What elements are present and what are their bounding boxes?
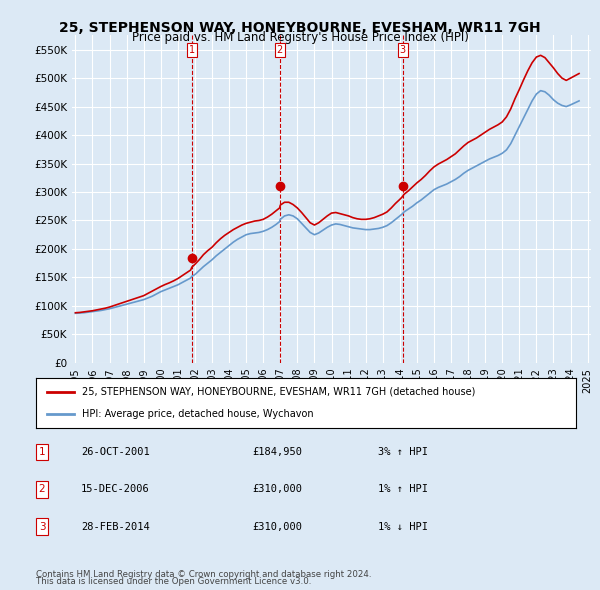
Text: 3: 3 [38, 522, 46, 532]
Text: 3: 3 [400, 45, 406, 55]
Text: 25, STEPHENSON WAY, HONEYBOURNE, EVESHAM, WR11 7GH (detached house): 25, STEPHENSON WAY, HONEYBOURNE, EVESHAM… [82, 386, 475, 396]
Text: 2: 2 [277, 45, 283, 55]
Text: 15-DEC-2006: 15-DEC-2006 [81, 484, 150, 494]
Text: 1% ↓ HPI: 1% ↓ HPI [378, 522, 428, 532]
Text: This data is licensed under the Open Government Licence v3.0.: This data is licensed under the Open Gov… [36, 578, 311, 586]
Text: Contains HM Land Registry data © Crown copyright and database right 2024.: Contains HM Land Registry data © Crown c… [36, 571, 371, 579]
Text: 1: 1 [38, 447, 46, 457]
Text: HPI: Average price, detached house, Wychavon: HPI: Average price, detached house, Wych… [82, 409, 314, 419]
Text: 26-OCT-2001: 26-OCT-2001 [81, 447, 150, 457]
Text: 25, STEPHENSON WAY, HONEYBOURNE, EVESHAM, WR11 7GH: 25, STEPHENSON WAY, HONEYBOURNE, EVESHAM… [59, 21, 541, 35]
Text: £310,000: £310,000 [252, 484, 302, 494]
Text: 3% ↑ HPI: 3% ↑ HPI [378, 447, 428, 457]
Text: 2: 2 [38, 484, 46, 494]
Text: £184,950: £184,950 [252, 447, 302, 457]
Text: 1: 1 [189, 45, 195, 55]
Text: 1% ↑ HPI: 1% ↑ HPI [378, 484, 428, 494]
Text: Price paid vs. HM Land Registry's House Price Index (HPI): Price paid vs. HM Land Registry's House … [131, 31, 469, 44]
Text: £310,000: £310,000 [252, 522, 302, 532]
Text: 28-FEB-2014: 28-FEB-2014 [81, 522, 150, 532]
